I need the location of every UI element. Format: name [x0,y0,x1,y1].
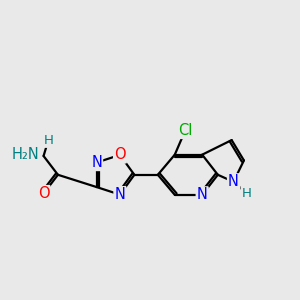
Text: N: N [115,187,125,202]
Text: N: N [91,155,102,170]
Text: Cl: Cl [178,123,192,138]
Text: N: N [228,174,239,189]
Text: H₂N: H₂N [12,147,40,162]
Text: O: O [114,147,126,162]
Text: H: H [43,134,53,147]
Text: H: H [242,187,251,200]
Text: O: O [38,186,50,201]
Text: N: N [197,188,208,202]
